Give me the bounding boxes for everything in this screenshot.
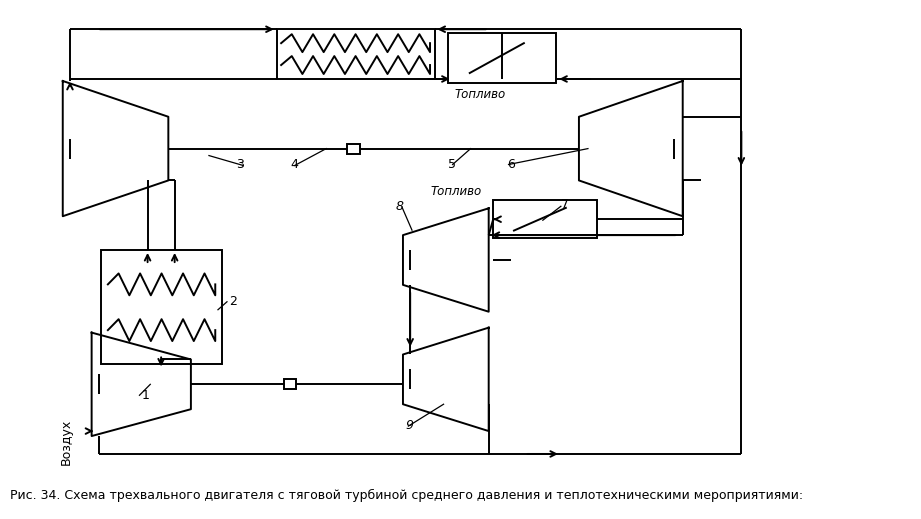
Bar xyxy=(100,250,223,364)
Bar xyxy=(449,33,556,83)
Text: Топливо: Топливо xyxy=(430,185,482,198)
Bar xyxy=(494,200,597,238)
Bar xyxy=(284,379,297,389)
Text: 1: 1 xyxy=(141,389,149,402)
Text: 6: 6 xyxy=(507,158,515,171)
Text: 3: 3 xyxy=(236,158,244,171)
Text: 8: 8 xyxy=(396,200,403,213)
Text: 2: 2 xyxy=(228,295,237,308)
Text: 4: 4 xyxy=(290,158,298,171)
Text: 9: 9 xyxy=(405,419,414,432)
Text: Топливо: Топливо xyxy=(454,88,506,101)
Bar xyxy=(276,29,435,79)
Text: 5: 5 xyxy=(449,158,456,171)
Bar xyxy=(347,144,359,154)
Text: 7: 7 xyxy=(561,198,569,211)
Text: Рис. 34. Схема трехвального двигателя с тяговой турбиной среднего давления и теп: Рис. 34. Схема трехвального двигателя с … xyxy=(10,488,803,502)
Text: Воздух: Воздух xyxy=(60,419,73,466)
